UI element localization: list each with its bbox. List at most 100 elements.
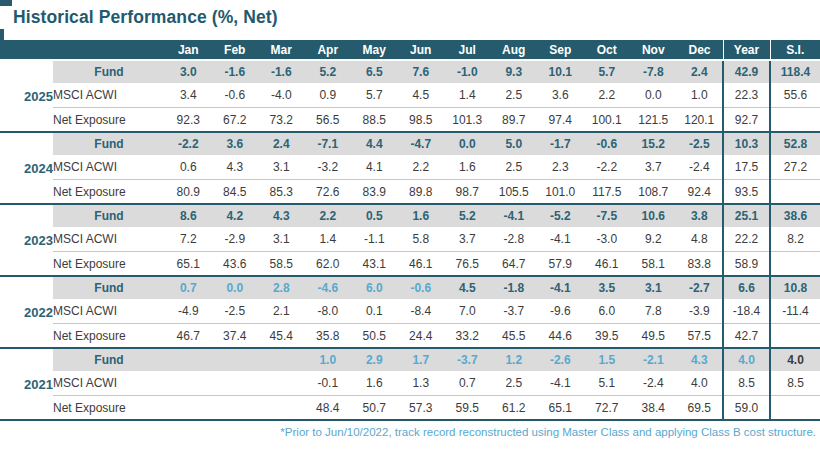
benchmark-value-cell: -2.8 xyxy=(491,227,538,252)
fund-value-cell: 2.4 xyxy=(258,132,305,155)
fund-value-cell: 4.5 xyxy=(444,276,491,299)
benchmark-value-cell: 0.6 xyxy=(165,155,212,180)
benchmark-value-cell: -9.6 xyxy=(537,299,584,324)
benchmark-value-cell: 9.2 xyxy=(630,227,677,252)
benchmark-row: MSCI ACWI-0.11.61.30.72.5-4.15.1-2.44.08… xyxy=(0,371,820,396)
exposure-row: Net Exposure65.143.658.562.043.146.176.5… xyxy=(0,252,820,277)
fund-value-cell: -0.6 xyxy=(584,132,631,155)
month-header: Feb xyxy=(212,40,259,60)
benchmark-value-cell: 4.8 xyxy=(677,227,724,252)
benchmark-value-cell: 2.1 xyxy=(258,299,305,324)
exposure-value-cell: 33.2 xyxy=(444,324,491,349)
fund-row: 2025Fund3.0-1.6-1.65.26.57.6-1.09.310.15… xyxy=(0,60,820,83)
benchmark-value-cell: -2.5 xyxy=(212,299,259,324)
exposure-value-cell: 49.5 xyxy=(630,324,677,349)
exposure-row-label: Net Exposure xyxy=(53,252,165,277)
exposure-value-cell: 100.1 xyxy=(584,108,631,133)
exposure-value-cell: 45.4 xyxy=(258,324,305,349)
exposure-value-cell: 64.7 xyxy=(491,252,538,277)
exposure-value-cell: 58.5 xyxy=(258,252,305,277)
exposure-value-cell: 67.2 xyxy=(212,108,259,133)
benchmark-value-cell: 0.1 xyxy=(351,299,398,324)
month-header: Sep xyxy=(537,40,584,60)
exposure-value-cell xyxy=(770,108,820,133)
benchmark-row: MSCI ACWI0.64.33.1-3.24.12.21.62.52.3-2.… xyxy=(0,155,820,180)
exposure-row: Net Exposure80.984.585.372.683.989.898.7… xyxy=(0,180,820,205)
exposure-value-cell: 101.0 xyxy=(537,180,584,205)
exposure-value-cell: 120.1 xyxy=(677,108,724,133)
benchmark-value-cell: -2.9 xyxy=(212,227,259,252)
exposure-value-cell: 83.8 xyxy=(677,252,724,277)
fund-row: 2023Fund8.64.24.32.20.51.65.2-4.1-5.2-7.… xyxy=(0,204,820,227)
benchmark-value-cell: 7.8 xyxy=(630,299,677,324)
month-header: Jun xyxy=(398,40,445,60)
benchmark-value-cell: 4.3 xyxy=(212,155,259,180)
month-header: Nov xyxy=(630,40,677,60)
benchmark-value-cell: -3.7 xyxy=(491,299,538,324)
benchmark-value-cell: -4.0 xyxy=(258,83,305,108)
exposure-value-cell: 80.9 xyxy=(165,180,212,205)
fund-value-cell xyxy=(212,348,259,371)
fund-value-cell: 4.3 xyxy=(258,204,305,227)
fund-value-cell: -4.1 xyxy=(537,276,584,299)
benchmark-row: MSCI ACWI7.2-2.93.11.4-1.15.83.7-2.8-4.1… xyxy=(0,227,820,252)
exposure-value-cell: 46.1 xyxy=(398,252,445,277)
exposure-value-cell: 117.5 xyxy=(584,180,631,205)
benchmark-value-cell: -3.2 xyxy=(305,155,352,180)
exposure-value-cell: 72.7 xyxy=(584,396,631,421)
exposure-value-cell: 58.9 xyxy=(723,252,770,277)
fund-value-cell: 5.2 xyxy=(305,60,352,83)
exposure-value-cell: 50.7 xyxy=(351,396,398,421)
benchmark-row-label: MSCI ACWI xyxy=(53,227,165,252)
fund-value-cell: 4.2 xyxy=(212,204,259,227)
benchmark-value-cell: 5.1 xyxy=(584,371,631,396)
benchmark-value-cell: -4.1 xyxy=(537,227,584,252)
exposure-value-cell: 44.6 xyxy=(537,324,584,349)
month-header: Jan xyxy=(165,40,212,60)
benchmark-value-cell: 3.4 xyxy=(165,83,212,108)
exposure-value-cell: 72.6 xyxy=(305,180,352,205)
exposure-value-cell: 61.2 xyxy=(491,396,538,421)
benchmark-value-cell: 7.2 xyxy=(165,227,212,252)
fund-value-cell: 10.8 xyxy=(770,276,820,299)
month-header: Jul xyxy=(444,40,491,60)
benchmark-value-cell: -0.1 xyxy=(305,371,352,396)
benchmark-value-cell: -3.9 xyxy=(677,299,724,324)
benchmark-value-cell: 0.0 xyxy=(630,83,677,108)
benchmark-value-cell: -11.4 xyxy=(770,299,820,324)
fund-value-cell: 42.9 xyxy=(723,60,770,83)
fund-row-label: Fund xyxy=(53,60,165,83)
exposure-value-cell: 65.1 xyxy=(165,252,212,277)
benchmark-value-cell: 4.5 xyxy=(398,83,445,108)
fund-value-cell: 3.1 xyxy=(630,276,677,299)
table-header-row: JanFebMarAprMayJunJulAugSepOctNovDecYear… xyxy=(0,40,820,60)
footnote: *Prior to Jun/10/2022, track record reco… xyxy=(0,426,816,438)
fund-value-cell: 1.7 xyxy=(398,348,445,371)
benchmark-value-cell: 4.0 xyxy=(677,371,724,396)
benchmark-value-cell: 3.1 xyxy=(258,155,305,180)
header-spacer xyxy=(0,40,165,60)
exposure-value-cell: 43.6 xyxy=(212,252,259,277)
exposure-value-cell: 35.8 xyxy=(305,324,352,349)
performance-table: JanFebMarAprMayJunJulAugSepOctNovDecYear… xyxy=(0,40,820,421)
exposure-value-cell: 48.4 xyxy=(305,396,352,421)
fund-value-cell: 3.6 xyxy=(212,132,259,155)
exposure-value-cell: 97.4 xyxy=(537,108,584,133)
fund-value-cell: -3.7 xyxy=(444,348,491,371)
exposure-value-cell: 39.5 xyxy=(584,324,631,349)
benchmark-row: MSCI ACWI-4.9-2.52.1-8.00.1-8.47.0-3.7-9… xyxy=(0,299,820,324)
exposure-value-cell: 69.5 xyxy=(677,396,724,421)
exposure-value-cell: 85.3 xyxy=(258,180,305,205)
fund-value-cell: 1.0 xyxy=(305,348,352,371)
benchmark-value-cell: 1.4 xyxy=(444,83,491,108)
fund-value-cell: 6.5 xyxy=(351,60,398,83)
benchmark-value-cell: 17.5 xyxy=(723,155,770,180)
exposure-value-cell: 84.5 xyxy=(212,180,259,205)
fund-value-cell xyxy=(165,348,212,371)
fund-value-cell: -2.5 xyxy=(677,132,724,155)
benchmark-value-cell: 4.1 xyxy=(351,155,398,180)
benchmark-value-cell: 2.5 xyxy=(491,371,538,396)
exposure-value-cell: 42.7 xyxy=(723,324,770,349)
exposure-value-cell: 83.9 xyxy=(351,180,398,205)
fund-value-cell: 4.3 xyxy=(677,348,724,371)
